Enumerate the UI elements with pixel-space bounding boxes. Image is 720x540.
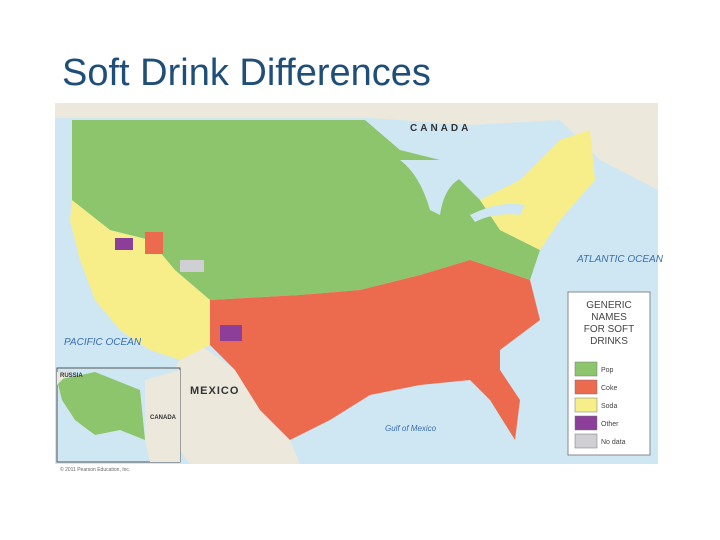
mexico-land — [150, 345, 300, 464]
legend-swatch — [574, 361, 598, 377]
other-patch — [220, 325, 242, 341]
other-patch — [115, 238, 133, 250]
soda-west — [70, 200, 210, 360]
russia-land — [57, 372, 70, 385]
map-label: MEXICO — [190, 385, 239, 397]
legend-label: Other — [601, 421, 619, 428]
map-label: CANADA — [150, 415, 177, 421]
great-lakes — [470, 203, 525, 222]
canada-land — [55, 103, 658, 190]
soda-northeast — [480, 130, 595, 250]
map-label: Gulf of Mexico — [385, 424, 437, 433]
alaska — [57, 372, 145, 440]
slide-title: Soft Drink Differences — [62, 52, 431, 94]
legend-swatch — [574, 397, 598, 413]
nodata-patch — [180, 260, 204, 272]
legend-label: Coke — [601, 385, 617, 392]
canada-inset-land — [145, 370, 180, 462]
coke-region — [210, 260, 540, 440]
map-label: ATLANTIC OCEAN — [576, 254, 664, 265]
map-label: PACIFIC OCEAN — [64, 337, 142, 348]
great-lakes — [400, 160, 470, 215]
legend-title: GENERIC NAMES FOR SOFT DRINKS — [584, 300, 635, 347]
legend-swatch — [574, 415, 598, 431]
legend-swatch — [574, 379, 598, 395]
legend-label: No data — [601, 439, 626, 446]
map-label: RUSSIA — [60, 373, 83, 379]
legend-label: Pop — [601, 367, 614, 374]
map-label: CANADA — [410, 123, 471, 134]
coke-patch — [145, 232, 163, 254]
credit: © 2011 Pearson Education, Inc. — [60, 466, 130, 473]
legend-label: Soda — [601, 403, 617, 410]
legend-swatch — [574, 433, 598, 449]
